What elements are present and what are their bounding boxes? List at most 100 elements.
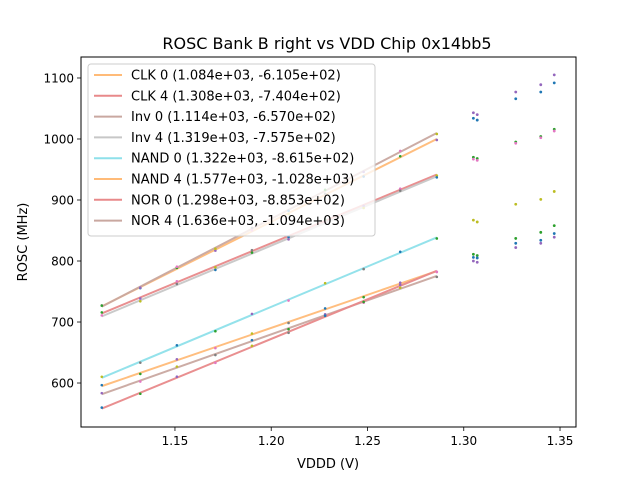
sample-point bbox=[398, 250, 402, 254]
sample-point bbox=[398, 154, 402, 158]
sample-point bbox=[250, 332, 254, 335]
scatter-point bbox=[471, 111, 475, 115]
scatter-point bbox=[552, 81, 556, 85]
sample-point bbox=[214, 346, 217, 350]
sample-point bbox=[100, 311, 104, 314]
legend-label: Inv 0 (1.114e+03, -6.570e+02) bbox=[131, 110, 336, 125]
y-tick-label: 900 bbox=[51, 193, 74, 207]
scatter-point bbox=[552, 235, 556, 239]
sample-point bbox=[362, 295, 365, 299]
scatter-point bbox=[471, 259, 475, 263]
scatter-point bbox=[539, 83, 543, 87]
sample-point bbox=[175, 265, 179, 268]
scatter-point bbox=[475, 260, 479, 264]
sample-point bbox=[362, 300, 365, 304]
fit-line-6 bbox=[101, 269, 438, 410]
sample-point bbox=[398, 281, 402, 284]
sample-point bbox=[250, 248, 254, 252]
sample-point bbox=[214, 247, 217, 251]
scatter-point bbox=[471, 116, 475, 120]
sample-point bbox=[287, 238, 290, 241]
fit-line-4 bbox=[101, 236, 438, 379]
sample-point bbox=[435, 237, 439, 240]
sample-point bbox=[435, 174, 439, 177]
scatter-point bbox=[539, 238, 543, 242]
sample-point bbox=[214, 266, 217, 269]
x-axis-ticks: 1.15 1.20 1.25 1.30 1.35 bbox=[162, 427, 574, 448]
scatter-point bbox=[514, 241, 518, 245]
sample-point bbox=[398, 149, 402, 153]
fit-line-1 bbox=[101, 173, 438, 315]
sample-point bbox=[175, 344, 179, 347]
sample-point bbox=[100, 406, 104, 409]
legend-label: CLK 4 (1.308e+03, -7.404e+02) bbox=[131, 89, 341, 104]
sample-point bbox=[138, 297, 142, 300]
scatter-point bbox=[475, 113, 479, 116]
sample-point bbox=[175, 279, 179, 283]
sample-point bbox=[175, 358, 179, 361]
sample-point bbox=[138, 299, 142, 303]
axes-frame bbox=[80, 56, 577, 428]
chart-title: ROSC Bank B right vs VDD Chip 0x14bb5 bbox=[162, 34, 491, 53]
sample-point bbox=[398, 189, 402, 192]
sample-point bbox=[250, 344, 254, 348]
sample-point bbox=[214, 361, 217, 365]
sample-point bbox=[398, 187, 402, 191]
sample-point bbox=[435, 132, 439, 136]
sample-point bbox=[175, 282, 179, 286]
sample-point bbox=[287, 331, 290, 335]
scatter-point bbox=[552, 129, 556, 133]
sample-point bbox=[175, 375, 179, 379]
legend-label: Inv 4 (1.319e+03, -7.575e+02) bbox=[131, 131, 336, 146]
sample-point bbox=[138, 392, 142, 396]
y-tick-label: 1100 bbox=[43, 71, 74, 85]
scatter-point bbox=[514, 246, 518, 249]
sample-point bbox=[323, 307, 327, 310]
scatter-point bbox=[471, 255, 475, 259]
fit-line-2 bbox=[101, 274, 438, 396]
legend-label: NOR 4 (1.636e+03, -1.094e+03) bbox=[131, 214, 345, 229]
x-axis-label: VDDD (V) bbox=[297, 457, 359, 472]
sample-point bbox=[138, 372, 142, 376]
legend-label: NOR 0 (1.298e+03, -8.853e+02) bbox=[131, 193, 345, 208]
sample-point bbox=[214, 353, 217, 357]
scatter-point bbox=[475, 118, 479, 122]
x-tick-label: 1.30 bbox=[450, 434, 477, 448]
sample-point bbox=[175, 365, 179, 368]
sample-point bbox=[287, 299, 290, 302]
sample-point bbox=[287, 321, 290, 325]
sample-point bbox=[398, 286, 402, 290]
sample-point bbox=[362, 267, 365, 271]
scatter-point bbox=[475, 158, 479, 162]
sample-point bbox=[250, 338, 254, 342]
sample-point bbox=[214, 249, 217, 252]
scatter-point bbox=[539, 241, 543, 245]
scatter-point bbox=[552, 224, 556, 228]
scatter-point bbox=[475, 220, 479, 224]
scatter-point bbox=[552, 73, 556, 77]
y-axis-ticks: 600 700 800 900 1000 1100 bbox=[43, 71, 81, 391]
y-tick-label: 700 bbox=[51, 316, 74, 330]
scatter-point bbox=[552, 232, 556, 235]
sample-point bbox=[100, 375, 104, 379]
sample-point bbox=[435, 275, 439, 279]
scatter-point bbox=[539, 230, 543, 234]
sample-point bbox=[287, 327, 290, 331]
sample-point bbox=[100, 304, 104, 307]
legend-box bbox=[87, 63, 376, 237]
sample-point bbox=[398, 283, 402, 287]
sample-point bbox=[435, 270, 439, 274]
fit-line-3 bbox=[101, 175, 438, 318]
sample-point bbox=[100, 391, 104, 395]
x-tick-label: 1.35 bbox=[547, 434, 574, 448]
scatter-point bbox=[471, 252, 475, 256]
scatter-point bbox=[552, 190, 556, 193]
legend-label: NAND 4 (1.577e+03, -1.028e+03) bbox=[131, 173, 354, 188]
sample-point bbox=[250, 251, 254, 254]
scatter-point bbox=[539, 136, 543, 140]
scatter-point bbox=[514, 237, 518, 240]
legend-label: CLK 0 (1.084e+03, -6.105e+02) bbox=[131, 69, 341, 84]
sample-point bbox=[214, 268, 217, 272]
scatter-point bbox=[514, 202, 518, 206]
